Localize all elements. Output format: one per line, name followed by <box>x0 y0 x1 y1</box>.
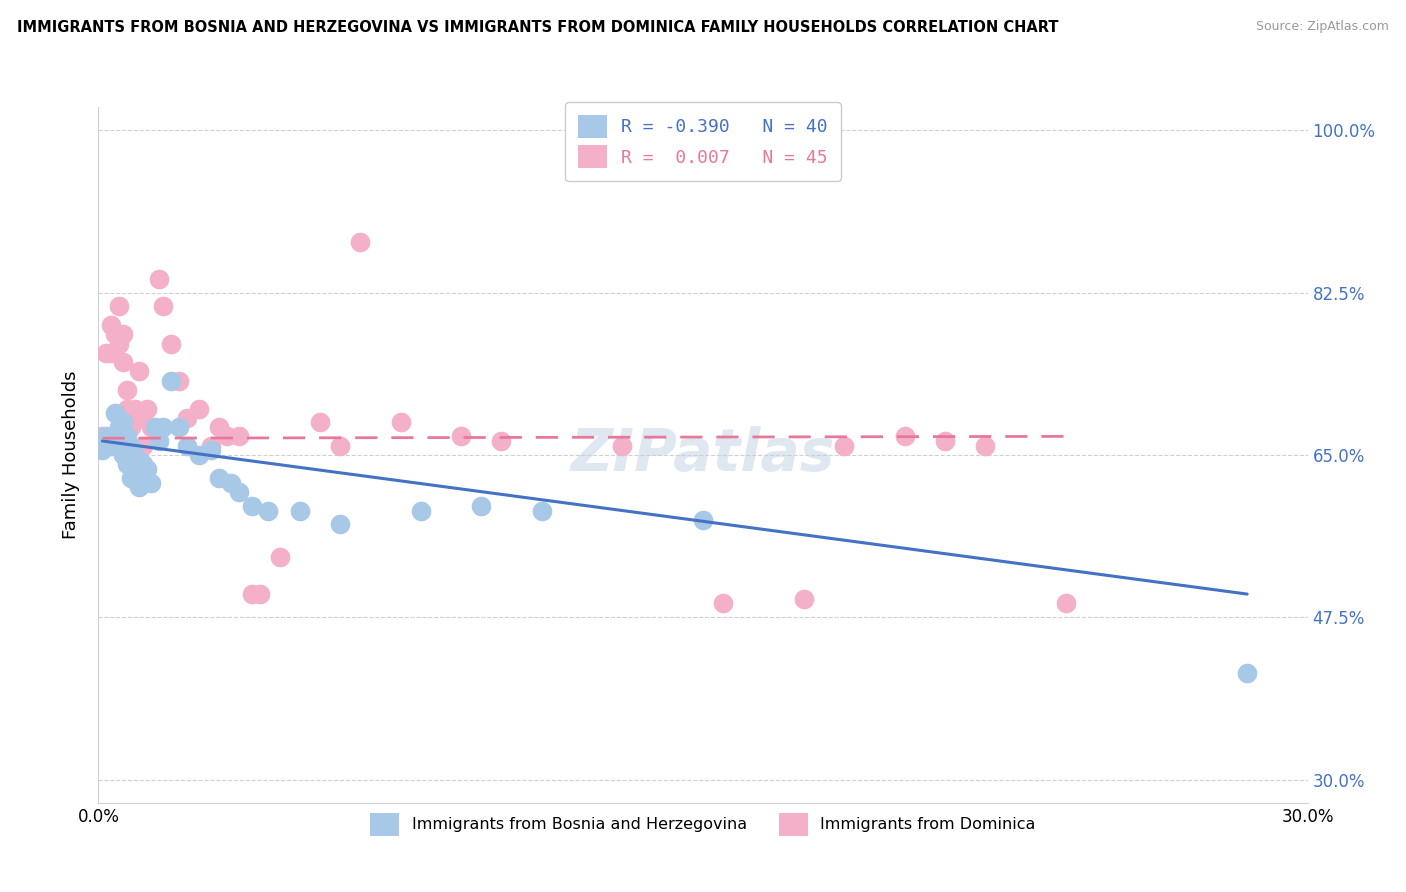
Point <box>124 448 146 462</box>
Point <box>96 429 118 443</box>
Point <box>240 499 263 513</box>
Point <box>132 439 155 453</box>
Point <box>103 327 125 342</box>
Point <box>135 401 157 416</box>
Point <box>139 420 162 434</box>
Point <box>200 439 222 453</box>
Point <box>200 443 222 458</box>
Point <box>409 503 432 517</box>
Point <box>793 591 815 606</box>
Point <box>128 452 150 467</box>
Point <box>91 443 114 458</box>
Point <box>934 434 956 448</box>
Point <box>96 346 118 360</box>
Point <box>176 439 198 453</box>
Point <box>711 596 734 610</box>
Point <box>111 355 134 369</box>
Point <box>148 271 170 285</box>
Point <box>160 374 183 388</box>
Point <box>974 439 997 453</box>
Point <box>124 471 146 485</box>
Point <box>132 457 155 471</box>
Point <box>288 503 311 517</box>
Point <box>389 416 412 430</box>
Text: Source: ZipAtlas.com: Source: ZipAtlas.com <box>1256 20 1389 33</box>
Point <box>120 420 142 434</box>
Point <box>692 513 714 527</box>
Point <box>612 439 634 453</box>
Point <box>115 429 138 443</box>
Point <box>139 475 162 490</box>
Point <box>228 429 250 443</box>
Point <box>217 429 239 443</box>
Point <box>107 300 129 314</box>
Point <box>107 439 129 453</box>
Text: IMMIGRANTS FROM BOSNIA AND HERZEGOVINA VS IMMIGRANTS FROM DOMINICA FAMILY HOUSEH: IMMIGRANTS FROM BOSNIA AND HERZEGOVINA V… <box>17 20 1059 35</box>
Point <box>103 406 125 420</box>
Point <box>176 410 198 425</box>
Point <box>128 480 150 494</box>
Point <box>152 300 174 314</box>
Point <box>329 517 352 532</box>
Point <box>491 434 513 448</box>
Point <box>115 457 138 471</box>
Point <box>135 462 157 476</box>
Point <box>188 448 211 462</box>
Point <box>167 420 190 434</box>
Point <box>221 475 243 490</box>
Text: ZIPatlas: ZIPatlas <box>571 426 835 483</box>
Point <box>208 471 231 485</box>
Point <box>240 587 263 601</box>
Point <box>256 503 278 517</box>
Point <box>148 434 170 448</box>
Point <box>1236 665 1258 680</box>
Point <box>470 499 492 513</box>
Point <box>124 401 146 416</box>
Point <box>128 410 150 425</box>
Point <box>249 587 271 601</box>
Point <box>329 439 352 453</box>
Point <box>208 420 231 434</box>
Point <box>100 318 122 332</box>
Point <box>349 235 371 249</box>
Point <box>100 346 122 360</box>
Point <box>107 336 129 351</box>
Point <box>120 471 142 485</box>
Point <box>167 374 190 388</box>
Point <box>160 336 183 351</box>
Point <box>269 549 291 564</box>
Legend: Immigrants from Bosnia and Herzegovina, Immigrants from Dominica: Immigrants from Bosnia and Herzegovina, … <box>363 805 1043 844</box>
Point <box>143 420 166 434</box>
Point <box>309 416 332 430</box>
Point <box>111 416 134 430</box>
Y-axis label: Family Households: Family Households <box>62 371 80 539</box>
Point <box>893 429 915 443</box>
Point <box>111 327 134 342</box>
Point <box>115 401 138 416</box>
Point <box>152 420 174 434</box>
Point <box>1054 596 1077 610</box>
Point <box>111 448 134 462</box>
Point <box>832 439 855 453</box>
Point <box>91 429 114 443</box>
Point <box>120 439 142 453</box>
Point <box>100 439 122 453</box>
Point <box>115 383 138 397</box>
Point <box>188 401 211 416</box>
Point <box>530 503 553 517</box>
Point <box>103 434 125 448</box>
Point <box>128 364 150 378</box>
Point <box>450 429 472 443</box>
Point <box>107 420 129 434</box>
Point <box>228 485 250 500</box>
